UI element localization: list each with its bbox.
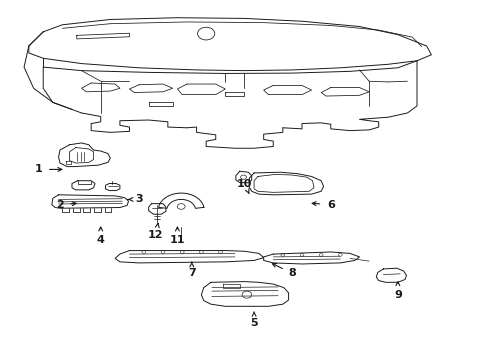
Text: 5: 5 — [250, 318, 257, 328]
Text: 9: 9 — [393, 290, 401, 300]
Text: 4: 4 — [97, 235, 104, 245]
Text: 10: 10 — [236, 179, 252, 189]
Text: 1: 1 — [35, 165, 42, 174]
Text: 8: 8 — [288, 269, 296, 279]
Text: 7: 7 — [187, 269, 195, 279]
Text: 3: 3 — [135, 194, 142, 204]
Text: 6: 6 — [326, 200, 334, 210]
Text: 12: 12 — [148, 230, 163, 240]
Text: 11: 11 — [169, 235, 185, 245]
Text: 2: 2 — [56, 200, 64, 210]
